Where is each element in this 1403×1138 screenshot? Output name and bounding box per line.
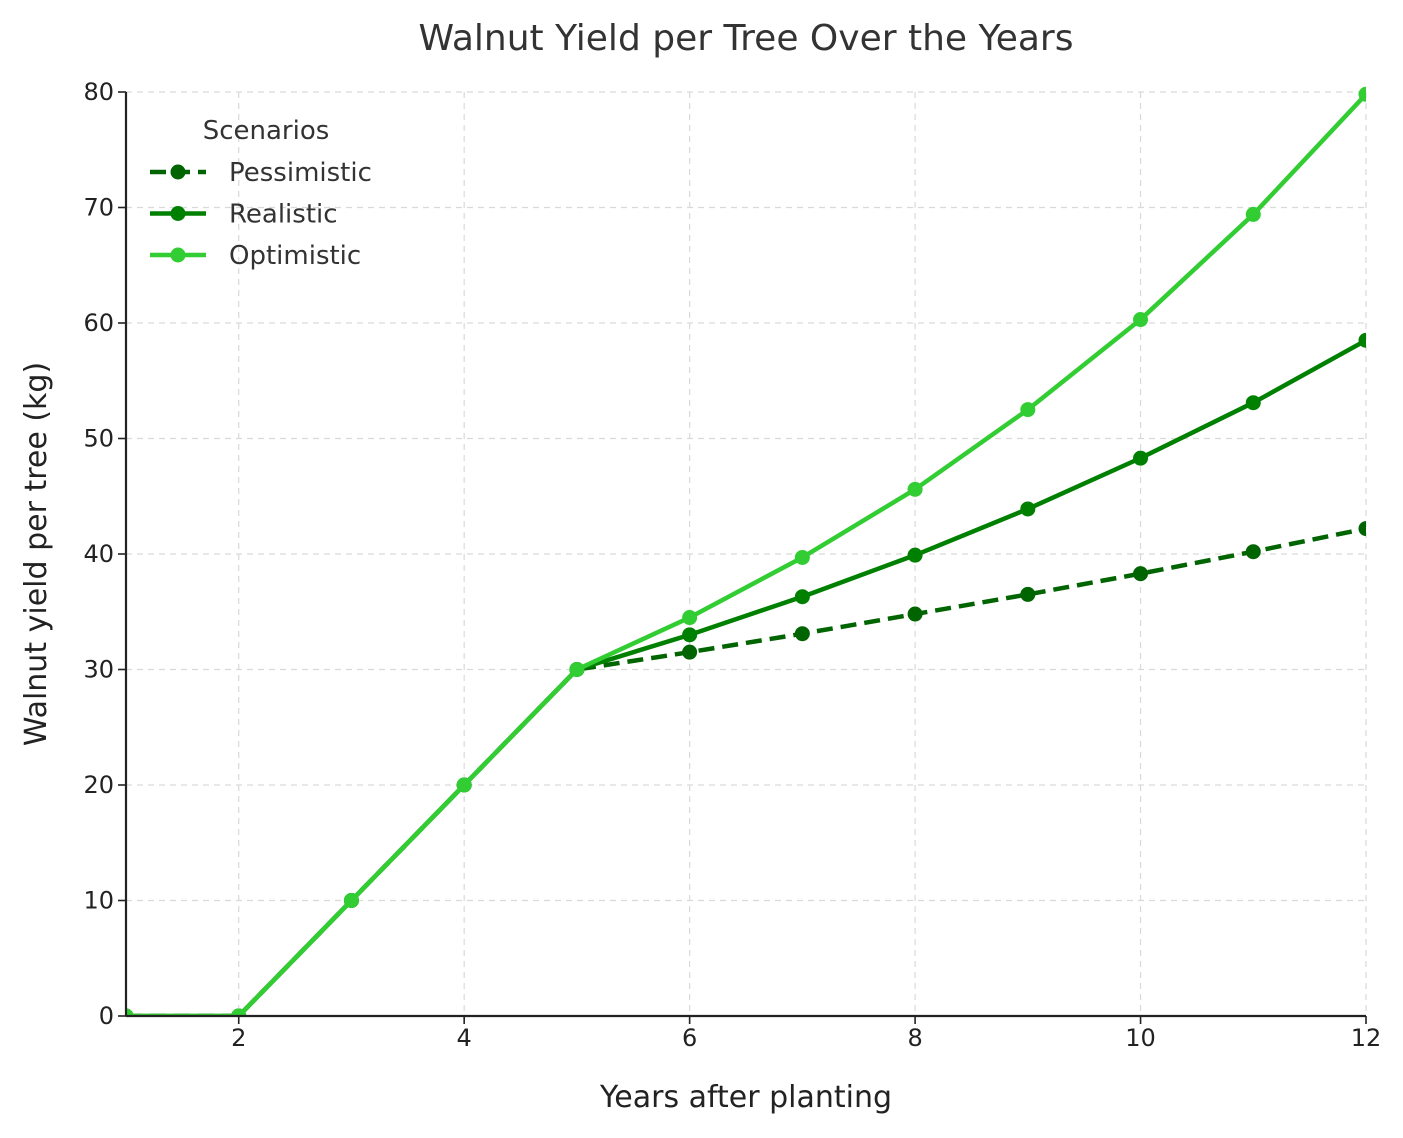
data-point-optimistic xyxy=(456,777,472,793)
data-point-optimistic xyxy=(126,1008,134,1016)
series-line-optimistic xyxy=(126,92,1366,1016)
chart-title: Walnut Yield per Tree Over the Years xyxy=(419,18,1074,59)
data-point-realistic xyxy=(1358,332,1366,348)
data-point-realistic xyxy=(1245,395,1261,411)
legend-item-optimistic: Optimistic xyxy=(150,241,361,271)
y-tick-label: 70 xyxy=(83,194,114,222)
legend-swatch-marker xyxy=(170,206,186,221)
data-point-optimistic xyxy=(682,610,698,626)
data-point-pessimistic xyxy=(682,644,698,660)
x-tick-label: 4 xyxy=(457,1024,472,1052)
data-point-pessimistic xyxy=(1358,521,1366,537)
x-tick-label: 8 xyxy=(907,1024,922,1052)
legend-swatch-marker xyxy=(170,164,186,180)
data-point-optimistic xyxy=(907,481,923,497)
data-point-pessimistic xyxy=(1245,544,1261,560)
data-point-optimistic xyxy=(569,662,585,677)
legend-label: Realistic xyxy=(229,200,338,230)
data-point-pessimistic xyxy=(1133,566,1149,582)
y-tick-label: 30 xyxy=(83,656,114,684)
legend-title: Scenarios xyxy=(203,116,330,146)
legend-items: Pessimistic Realistic Optimistic xyxy=(150,158,372,271)
y-tick-label: 80 xyxy=(83,78,114,106)
legend-item-pessimistic: Pessimistic xyxy=(150,158,372,188)
data-point-pessimistic xyxy=(1020,586,1036,602)
legend-item-realistic: Realistic xyxy=(150,200,338,230)
legend-label: Optimistic xyxy=(229,241,361,271)
series-layer xyxy=(126,86,1366,1016)
series-realistic xyxy=(126,332,1366,1016)
x-tick-label: 12 xyxy=(1351,1024,1382,1052)
series-line-realistic xyxy=(126,338,1366,1016)
grid xyxy=(126,91,1367,1017)
legend-label: Pessimistic xyxy=(229,158,372,188)
x-tick-label: 6 xyxy=(682,1024,697,1052)
data-point-realistic xyxy=(907,547,923,563)
series-optimistic xyxy=(126,86,1366,1016)
data-point-optimistic xyxy=(231,1008,247,1016)
data-point-realistic xyxy=(794,589,810,605)
data-point-pessimistic xyxy=(794,626,810,642)
data-point-pessimistic xyxy=(907,606,923,622)
x-tick-label: 2 xyxy=(231,1024,246,1052)
y-tick-label: 40 xyxy=(83,540,114,568)
legend: Scenarios Pessimistic Realistic Optimistic xyxy=(150,116,372,271)
data-point-optimistic xyxy=(1358,86,1366,102)
data-point-optimistic xyxy=(1133,312,1149,328)
ticks: 0 10 20 30 40 50 60 70 80 2 4 6 8 10 12 xyxy=(83,78,1381,1052)
y-tick-label: 50 xyxy=(83,425,114,453)
y-tick-label: 10 xyxy=(83,887,114,915)
data-point-realistic xyxy=(1133,450,1149,466)
data-point-optimistic xyxy=(1020,402,1036,418)
data-point-realistic xyxy=(682,627,698,643)
y-axis-label: Walnut yield per tree (kg) xyxy=(19,362,54,746)
x-axis-label: Years after planting xyxy=(599,1080,892,1115)
data-point-optimistic xyxy=(1245,206,1261,222)
data-point-realistic xyxy=(1020,501,1036,517)
data-point-optimistic xyxy=(794,549,810,565)
y-tick-label: 0 xyxy=(99,1002,114,1030)
data-point-optimistic xyxy=(343,893,359,908)
y-tick-label: 20 xyxy=(83,771,114,799)
x-tick-label: 10 xyxy=(1125,1024,1156,1052)
y-tick-label: 60 xyxy=(83,309,114,337)
legend-swatch-marker xyxy=(170,247,186,263)
